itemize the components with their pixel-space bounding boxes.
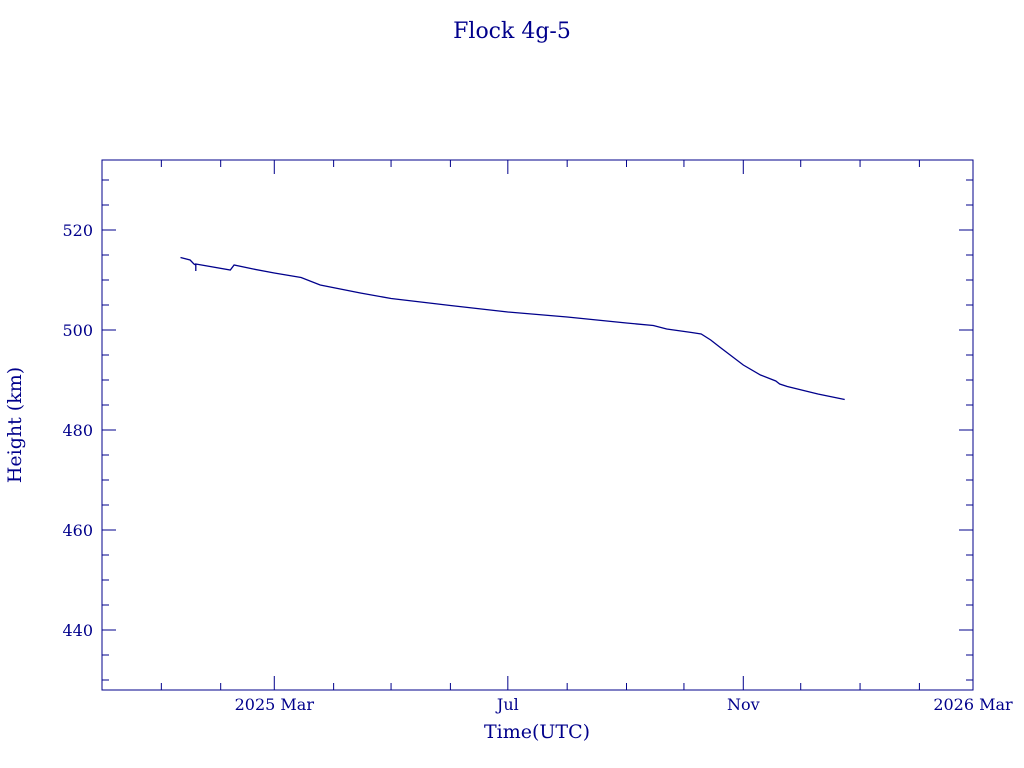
- y-axis-label: Height (km): [4, 367, 26, 483]
- x-axis-label: Time(UTC): [484, 721, 590, 743]
- x-tick-label: Nov: [727, 695, 760, 714]
- axis-ticks: [102, 160, 974, 690]
- chart-title: Flock 4g-5: [453, 19, 571, 44]
- y-tick-label: 500: [62, 321, 93, 340]
- y-tick-label: 440: [62, 621, 93, 640]
- series-line: [180, 256, 845, 401]
- plot-frame: [101, 159, 974, 691]
- y-tick-label: 520: [62, 221, 93, 240]
- axis-tick-labels: 2025 Mar Jul Nov 2026 Mar 440 460 480 500 520: [62, 221, 1013, 714]
- y-tick-label: 480: [62, 421, 93, 440]
- x-tick-label: 2025 Mar: [235, 695, 315, 714]
- x-tick-label: Jul: [495, 695, 519, 714]
- y-tick-label: 460: [62, 521, 93, 540]
- x-tick-label: 2026 Mar: [933, 695, 1013, 714]
